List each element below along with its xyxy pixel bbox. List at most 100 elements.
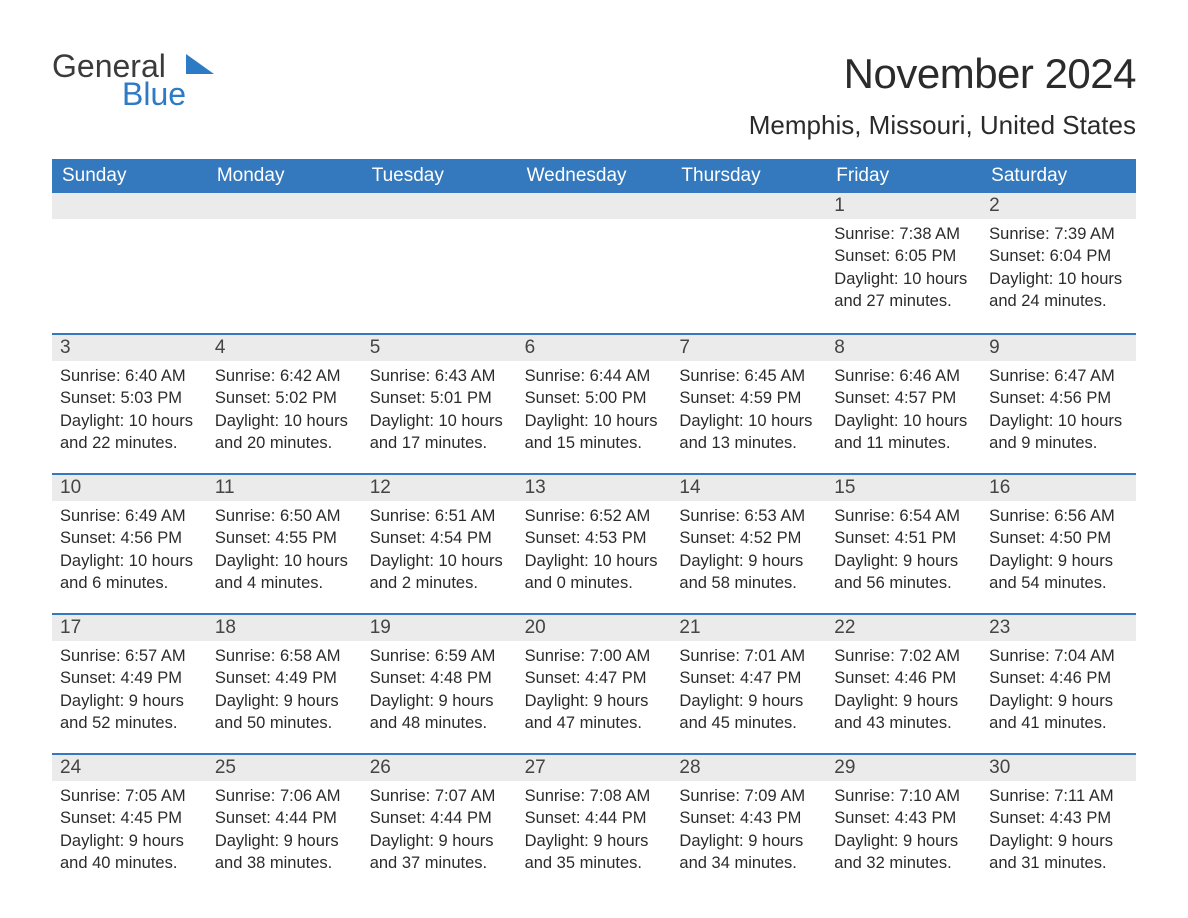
daylight-line: Daylight: 10 hours and 11 minutes.: [834, 410, 973, 455]
location-subtitle: Memphis, Missouri, United States: [749, 110, 1136, 141]
daylight-line: Daylight: 9 hours and 35 minutes.: [525, 830, 664, 875]
day-cell: 7Sunrise: 6:45 AMSunset: 4:59 PMDaylight…: [671, 335, 826, 471]
day-number: 3: [52, 335, 207, 361]
flag-icon: [186, 54, 214, 74]
day-number: [671, 193, 826, 219]
sunset-line: Sunset: 5:00 PM: [525, 387, 664, 409]
sunset-line: Sunset: 4:43 PM: [679, 807, 818, 829]
sunset-line: Sunset: 5:02 PM: [215, 387, 354, 409]
day-cell: 15Sunrise: 6:54 AMSunset: 4:51 PMDayligh…: [826, 475, 981, 611]
sunset-line: Sunset: 4:49 PM: [215, 667, 354, 689]
day-number: 4: [207, 335, 362, 361]
sunrise-line: Sunrise: 6:46 AM: [834, 365, 973, 387]
day-cell: 12Sunrise: 6:51 AMSunset: 4:54 PMDayligh…: [362, 475, 517, 611]
month-title: November 2024: [749, 50, 1136, 98]
day-cell: [52, 193, 207, 331]
day-details: Sunrise: 6:50 AMSunset: 4:55 PMDaylight:…: [207, 501, 362, 602]
day-cell: 2Sunrise: 7:39 AMSunset: 6:04 PMDaylight…: [981, 193, 1136, 331]
sunset-line: Sunset: 4:43 PM: [989, 807, 1128, 829]
sunrise-line: Sunrise: 6:44 AM: [525, 365, 664, 387]
daylight-line: Daylight: 9 hours and 52 minutes.: [60, 690, 199, 735]
day-number: 10: [52, 475, 207, 501]
sunset-line: Sunset: 4:44 PM: [370, 807, 509, 829]
day-cell: 1Sunrise: 7:38 AMSunset: 6:05 PMDaylight…: [826, 193, 981, 331]
day-cell: [362, 193, 517, 331]
day-details: Sunrise: 6:47 AMSunset: 4:56 PMDaylight:…: [981, 361, 1136, 462]
sunrise-line: Sunrise: 6:45 AM: [679, 365, 818, 387]
day-details: Sunrise: 7:01 AMSunset: 4:47 PMDaylight:…: [671, 641, 826, 742]
day-number: 14: [671, 475, 826, 501]
day-cell: 22Sunrise: 7:02 AMSunset: 4:46 PMDayligh…: [826, 615, 981, 751]
day-details: Sunrise: 6:59 AMSunset: 4:48 PMDaylight:…: [362, 641, 517, 742]
day-cell: [671, 193, 826, 331]
day-cell: 10Sunrise: 6:49 AMSunset: 4:56 PMDayligh…: [52, 475, 207, 611]
day-number: 13: [517, 475, 672, 501]
day-cell: 6Sunrise: 6:44 AMSunset: 5:00 PMDaylight…: [517, 335, 672, 471]
day-cell: 29Sunrise: 7:10 AMSunset: 4:43 PMDayligh…: [826, 755, 981, 891]
day-number: 11: [207, 475, 362, 501]
daylight-line: Daylight: 10 hours and 24 minutes.: [989, 268, 1128, 313]
day-number: [517, 193, 672, 219]
sunrise-line: Sunrise: 6:54 AM: [834, 505, 973, 527]
day-number: [362, 193, 517, 219]
week-row: 17Sunrise: 6:57 AMSunset: 4:49 PMDayligh…: [52, 613, 1136, 751]
day-cell: 20Sunrise: 7:00 AMSunset: 4:47 PMDayligh…: [517, 615, 672, 751]
day-details: Sunrise: 7:06 AMSunset: 4:44 PMDaylight:…: [207, 781, 362, 882]
day-details: Sunrise: 7:05 AMSunset: 4:45 PMDaylight:…: [52, 781, 207, 882]
day-details: Sunrise: 6:52 AMSunset: 4:53 PMDaylight:…: [517, 501, 672, 602]
sunset-line: Sunset: 4:45 PM: [60, 807, 199, 829]
page-header: General Blue November 2024 Memphis, Miss…: [52, 50, 1136, 141]
sunrise-line: Sunrise: 7:01 AM: [679, 645, 818, 667]
daylight-line: Daylight: 10 hours and 2 minutes.: [370, 550, 509, 595]
sunrise-line: Sunrise: 7:39 AM: [989, 223, 1128, 245]
weekday-header: Tuesday: [362, 159, 517, 193]
sunrise-line: Sunrise: 7:05 AM: [60, 785, 199, 807]
day-number: 16: [981, 475, 1136, 501]
day-details: Sunrise: 6:51 AMSunset: 4:54 PMDaylight:…: [362, 501, 517, 602]
day-cell: 21Sunrise: 7:01 AMSunset: 4:47 PMDayligh…: [671, 615, 826, 751]
sunset-line: Sunset: 4:44 PM: [215, 807, 354, 829]
sunrise-line: Sunrise: 7:38 AM: [834, 223, 973, 245]
sunset-line: Sunset: 4:51 PM: [834, 527, 973, 549]
sunrise-line: Sunrise: 7:04 AM: [989, 645, 1128, 667]
sunrise-line: Sunrise: 7:08 AM: [525, 785, 664, 807]
day-number: 23: [981, 615, 1136, 641]
sunset-line: Sunset: 4:56 PM: [989, 387, 1128, 409]
day-number: 19: [362, 615, 517, 641]
daylight-line: Daylight: 9 hours and 45 minutes.: [679, 690, 818, 735]
weekday-header-row: Sunday Monday Tuesday Wednesday Thursday…: [52, 159, 1136, 193]
day-number: 24: [52, 755, 207, 781]
sunset-line: Sunset: 4:49 PM: [60, 667, 199, 689]
day-number: 9: [981, 335, 1136, 361]
day-details: Sunrise: 7:07 AMSunset: 4:44 PMDaylight:…: [362, 781, 517, 882]
weekday-header: Wednesday: [517, 159, 672, 193]
day-number: [207, 193, 362, 219]
day-details: Sunrise: 6:49 AMSunset: 4:56 PMDaylight:…: [52, 501, 207, 602]
daylight-line: Daylight: 9 hours and 48 minutes.: [370, 690, 509, 735]
day-cell: 23Sunrise: 7:04 AMSunset: 4:46 PMDayligh…: [981, 615, 1136, 751]
sunset-line: Sunset: 4:56 PM: [60, 527, 199, 549]
day-details: Sunrise: 7:09 AMSunset: 4:43 PMDaylight:…: [671, 781, 826, 882]
weekday-header: Saturday: [981, 159, 1136, 193]
day-details: Sunrise: 7:08 AMSunset: 4:44 PMDaylight:…: [517, 781, 672, 882]
day-cell: 25Sunrise: 7:06 AMSunset: 4:44 PMDayligh…: [207, 755, 362, 891]
day-details: Sunrise: 7:02 AMSunset: 4:46 PMDaylight:…: [826, 641, 981, 742]
sunrise-line: Sunrise: 6:47 AM: [989, 365, 1128, 387]
brand-text: General Blue: [52, 50, 186, 110]
day-number: 25: [207, 755, 362, 781]
daylight-line: Daylight: 9 hours and 50 minutes.: [215, 690, 354, 735]
day-details: Sunrise: 7:10 AMSunset: 4:43 PMDaylight:…: [826, 781, 981, 882]
sunset-line: Sunset: 4:44 PM: [525, 807, 664, 829]
sunrise-line: Sunrise: 7:11 AM: [989, 785, 1128, 807]
day-details: Sunrise: 6:42 AMSunset: 5:02 PMDaylight:…: [207, 361, 362, 462]
sunset-line: Sunset: 4:47 PM: [525, 667, 664, 689]
sunrise-line: Sunrise: 6:57 AM: [60, 645, 199, 667]
daylight-line: Daylight: 9 hours and 47 minutes.: [525, 690, 664, 735]
day-number: 29: [826, 755, 981, 781]
daylight-line: Daylight: 10 hours and 27 minutes.: [834, 268, 973, 313]
week-row: 3Sunrise: 6:40 AMSunset: 5:03 PMDaylight…: [52, 333, 1136, 471]
sunrise-line: Sunrise: 6:59 AM: [370, 645, 509, 667]
day-number: 17: [52, 615, 207, 641]
daylight-line: Daylight: 10 hours and 22 minutes.: [60, 410, 199, 455]
weekday-header: Friday: [826, 159, 981, 193]
